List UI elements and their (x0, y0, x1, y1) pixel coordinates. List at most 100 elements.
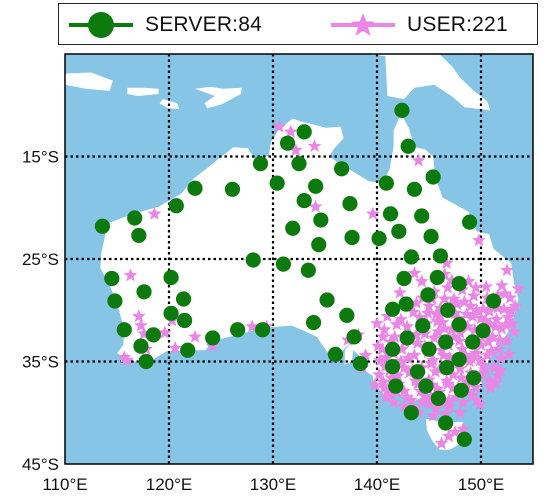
user-marker (491, 342, 506, 355)
user-marker (456, 395, 471, 409)
user-marker (466, 288, 481, 302)
server-marker (385, 341, 401, 357)
user-marker (245, 319, 259, 333)
user-marker (488, 375, 503, 389)
server-marker (344, 229, 360, 246)
user-marker (422, 298, 436, 312)
server-marker (104, 270, 120, 287)
user-marker (433, 301, 448, 314)
legend-entry-user: USER:221 (329, 4, 508, 46)
user-marker (394, 354, 408, 368)
server-marker (279, 135, 296, 151)
server-marker (420, 287, 436, 303)
user-marker (307, 139, 322, 153)
server-marker (429, 269, 445, 286)
user-marker (445, 322, 459, 336)
user-marker (454, 370, 469, 384)
server-marker (382, 206, 399, 222)
server-marker (342, 196, 358, 212)
pink-star-marker-icon (331, 13, 395, 36)
user-marker (123, 268, 138, 282)
server-marker (291, 156, 307, 172)
server-marker (252, 156, 269, 172)
user-marker (137, 326, 151, 340)
user-marker (426, 353, 440, 367)
server-marker (439, 360, 455, 376)
user-marker (428, 364, 443, 378)
plot-frame (64, 53, 534, 465)
server-marker (175, 291, 192, 307)
server-marker (423, 228, 439, 245)
server-marker (440, 302, 456, 318)
user-marker (418, 389, 432, 403)
user-marker (406, 305, 421, 319)
user-marker (470, 303, 484, 317)
user-marker (430, 314, 445, 328)
server-marker (352, 355, 368, 372)
server-marker (255, 322, 271, 338)
server-marker (275, 256, 291, 272)
server-marker (285, 220, 301, 236)
server-marker (269, 175, 285, 191)
server-marker (466, 370, 482, 386)
user-marker (498, 286, 512, 300)
new-guinea-landmass (366, 54, 491, 111)
user-marker (459, 307, 474, 321)
user-marker (409, 327, 424, 341)
user-marker (493, 351, 508, 365)
server-marker (131, 227, 147, 244)
user-marker (383, 388, 398, 402)
server-marker (327, 346, 343, 362)
server-marker (230, 322, 246, 338)
user-marker (507, 324, 522, 338)
user-marker (483, 381, 498, 394)
user-marker (437, 267, 452, 281)
server-marker (168, 198, 184, 214)
indonesia-island-landmass (195, 86, 242, 109)
server-marker (339, 307, 355, 323)
user-marker (470, 393, 484, 407)
server-marker (133, 338, 149, 354)
user-marker (476, 302, 490, 315)
user-marker (289, 143, 303, 157)
server-marker (421, 341, 437, 357)
user-marker (490, 301, 505, 314)
legend-user-label: USER:221 (407, 13, 508, 36)
user-marker (469, 280, 483, 294)
server-marker (116, 322, 132, 338)
server-marker (430, 390, 446, 406)
user-marker (421, 306, 435, 320)
user-marker (379, 350, 394, 364)
user-marker (377, 381, 392, 394)
user-marker (370, 316, 384, 330)
server-marker (378, 175, 394, 191)
user-marker (460, 319, 475, 333)
user-marker (439, 373, 454, 387)
server-marker (313, 212, 329, 228)
user-marker (383, 334, 398, 348)
user-marker (447, 329, 461, 343)
user-marker (431, 324, 446, 338)
server-marker (399, 330, 415, 346)
server-marker (418, 378, 434, 394)
user-marker (483, 317, 498, 331)
user-marker (158, 325, 172, 339)
user-marker (429, 401, 444, 415)
user-marker (409, 295, 424, 309)
server-marker (127, 210, 143, 226)
user-marker (459, 374, 474, 388)
user-marker (375, 342, 389, 355)
user-marker (400, 319, 414, 333)
server-marker (94, 218, 111, 234)
user-marker (117, 350, 132, 364)
server-marker (300, 262, 316, 278)
user-marker (389, 317, 404, 331)
user-marker (391, 368, 405, 382)
server-marker (136, 284, 152, 300)
user-marker (188, 329, 202, 343)
user-marker (473, 397, 487, 411)
user-marker (445, 273, 459, 287)
server-marker (456, 431, 472, 447)
user-marker (457, 294, 472, 308)
